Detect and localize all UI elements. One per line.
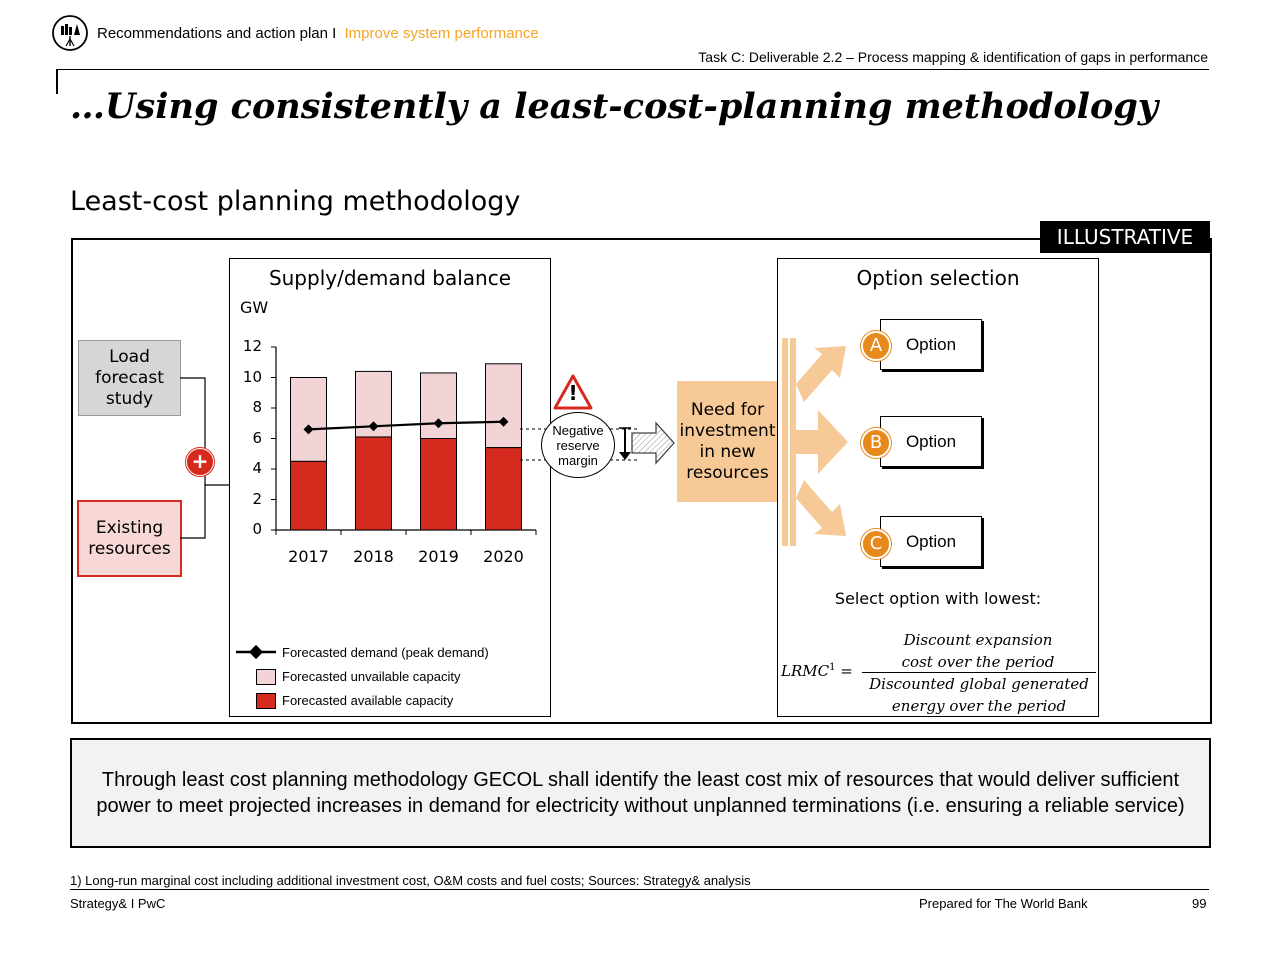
x-tick-label: 2017 <box>288 547 329 566</box>
formula-numerator-line1: Discount expansion <box>903 631 1053 649</box>
bar-available-2019 <box>420 438 457 531</box>
demand-point-2017 <box>303 424 314 435</box>
y-tick-label: 8 <box>252 398 262 416</box>
option-a-box: Option <box>880 319 982 370</box>
supply-demand-chart <box>271 346 537 535</box>
bar-unavailable-2019 <box>420 372 457 439</box>
option-a-badge: A <box>861 331 891 361</box>
formula-numerator-line2: cost over the period <box>901 653 1055 671</box>
chart-ylabel: GW <box>240 298 269 317</box>
option-b-badge: B <box>861 428 891 458</box>
demand-point-2020 <box>498 416 509 427</box>
x-tick-label: 2020 <box>483 547 524 566</box>
legend-demand-icon <box>236 644 276 660</box>
header-breadcrumb: Recommendations and action plan I Improv… <box>97 25 539 42</box>
block-arrow-icon <box>631 421 675 465</box>
plus-label: + <box>191 449 209 473</box>
demand-point-2019 <box>433 418 444 429</box>
option-a-letter: A <box>869 335 883 356</box>
option-b-label: Option <box>905 431 957 451</box>
formula-denominator-line1: Discounted global generated <box>869 675 1089 693</box>
legend-unavailable-label: Forecasted unvailable capacity <box>282 669 461 684</box>
existing-resources-label: Existing resources <box>88 517 171 559</box>
header-rule-tick <box>56 69 58 94</box>
option-a-label: Option <box>905 334 957 354</box>
formula-denominator-line2: energy over the period <box>891 697 1067 715</box>
bar-available-2020 <box>485 447 522 531</box>
y-tick-label: 0 <box>252 520 262 538</box>
footer-rule <box>70 889 1209 890</box>
legend-demand-label: Forecasted demand (peak demand) <box>282 645 489 660</box>
legend-available-swatch <box>256 693 276 709</box>
warning-icon: ! <box>553 374 593 410</box>
x-tick-label: 2019 <box>418 547 459 566</box>
warning-mark: ! <box>568 381 578 405</box>
y-tick-label: 10 <box>242 367 262 386</box>
gap-double-arrow-icon <box>619 427 631 460</box>
illustrative-badge: ILLUSTRATIVE <box>1040 221 1210 253</box>
formula-lrmc: LRMC <box>781 662 830 680</box>
header-section: Recommendations and action plan I <box>97 25 337 42</box>
option-b-box: Option <box>880 416 982 467</box>
option-c-label: Option <box>905 531 957 551</box>
conclusion-box: Through least cost planning methodology … <box>70 738 1211 848</box>
logo-icon <box>52 15 88 51</box>
page-title: …Using consistently a least-cost-plannin… <box>70 86 1159 127</box>
option-b-letter: B <box>869 432 883 453</box>
header-rule <box>56 69 1209 70</box>
existing-resources-box: Existing resources <box>77 500 182 577</box>
header-task: Task C: Deliverable 2.2 – Process mappin… <box>698 49 1208 65</box>
negative-reserve-label: Negative reserve margin <box>552 422 604 468</box>
chart-title: Supply/demand balance <box>268 266 512 290</box>
formula-denominator: Discounted global generated energy over … <box>860 673 1098 717</box>
need-investment-label: Need for investment in new resources <box>679 399 776 483</box>
load-forecast-box: Load forecast study <box>78 340 181 416</box>
header-topic: Improve system performance <box>344 25 539 42</box>
footer-prepared: Prepared for The World Bank <box>919 896 1088 911</box>
demand-line <box>308 420 504 431</box>
formula-equals: = <box>835 662 853 680</box>
formula-superscript: 1 <box>829 662 836 673</box>
formula-numerator: Discount expansion cost over the period <box>860 629 1096 673</box>
formula-lhs: LRMC1 = <box>781 662 853 680</box>
diagram-frame <box>71 238 1212 724</box>
option-c-letter: C <box>869 533 883 554</box>
option-c-box: Option <box>880 516 982 567</box>
y-tick-label: 12 <box>242 337 262 355</box>
x-tick-label: 2018 <box>353 547 394 566</box>
legend-unavailable-swatch <box>256 669 276 685</box>
y-tick-label: 2 <box>252 489 262 508</box>
select-option-text: Select option with lowest: <box>834 589 1042 608</box>
need-investment-box: Need for investment in new resources <box>677 381 778 502</box>
section-subtitle: Least-cost planning methodology <box>70 186 521 217</box>
y-tick-label: 4 <box>252 459 262 477</box>
y-tick-label: 6 <box>252 428 262 447</box>
footer-page-number: 99 <box>1192 896 1207 911</box>
plus-icon: + <box>186 448 214 476</box>
option-branch-arrows <box>782 338 848 546</box>
demand-point-2018 <box>368 421 379 432</box>
conclusion-text: Through least cost planning methodology … <box>96 769 1185 817</box>
negative-reserve-bubble: Negative reserve margin <box>541 412 615 478</box>
bar-available-2017 <box>290 460 327 531</box>
bar-unavailable-2020 <box>485 363 522 449</box>
formula-fraction-bar <box>862 672 1096 673</box>
footnote: 1) Long-run marginal cost including addi… <box>70 873 751 888</box>
load-forecast-label: Load forecast study <box>95 346 164 409</box>
bar-available-2018 <box>355 436 392 531</box>
bar-unavailable-2017 <box>290 377 327 462</box>
option-c-badge: C <box>861 529 891 559</box>
option-panel-title: Option selection <box>856 266 1020 290</box>
legend-available-label: Forecasted available capacity <box>282 693 454 708</box>
footer-left: Strategy& I PwC <box>70 896 166 911</box>
